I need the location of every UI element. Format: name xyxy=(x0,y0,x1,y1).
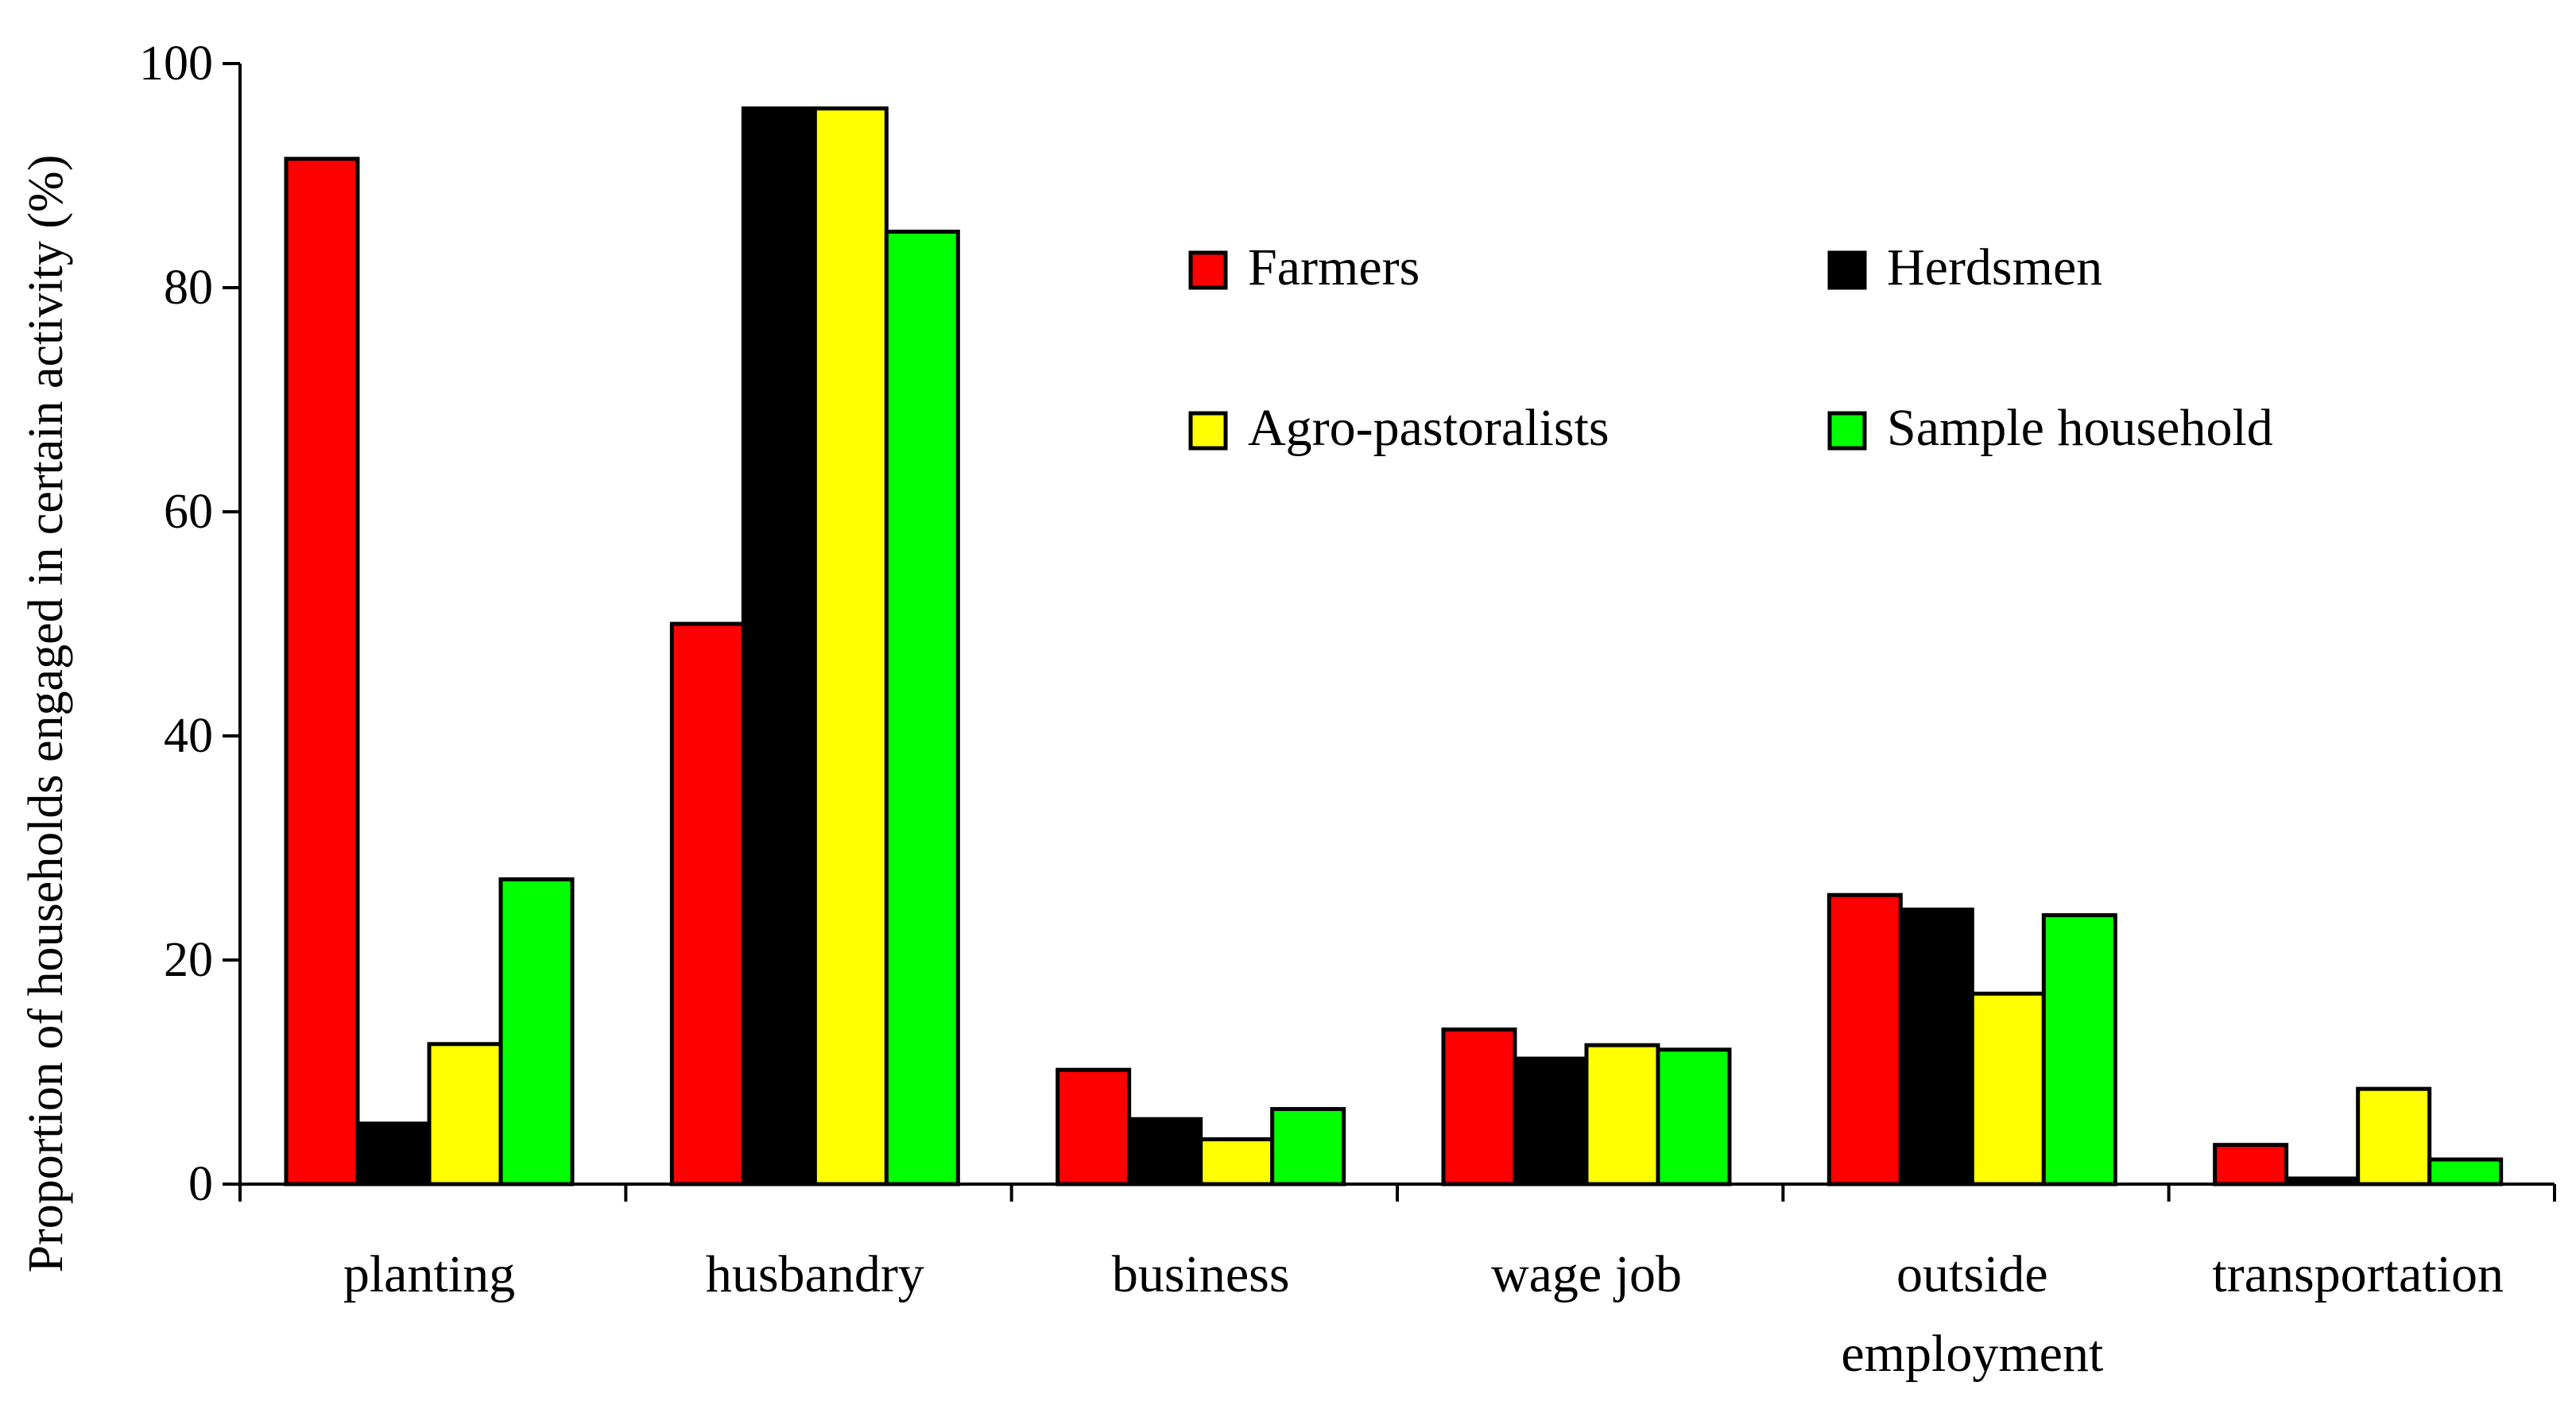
category-label-line: husbandry xyxy=(706,1245,924,1303)
y-tick-label: 20 xyxy=(164,933,213,987)
bar-agro-pastoralists-4 xyxy=(1970,991,2046,1187)
category-label: wage job xyxy=(1491,1245,1682,1303)
bar-agro-pastoralists-2 xyxy=(1199,1137,1275,1187)
y-tick-label: 60 xyxy=(164,485,213,539)
bar-farmers-0 xyxy=(284,157,360,1187)
bar-herdsmen-3 xyxy=(1513,1056,1589,1187)
legend-swatch xyxy=(1188,250,1228,290)
legend-swatch xyxy=(1188,411,1228,451)
bar-farmers-2 xyxy=(1056,1067,1132,1187)
y-axis-title: Proportion of households engaged in cert… xyxy=(19,155,73,1273)
category-label: husbandry xyxy=(706,1245,924,1303)
bar-sample-household-0 xyxy=(498,877,575,1187)
bar-sample-household-1 xyxy=(884,230,960,1187)
legend-label: Herdsmen xyxy=(1887,238,2102,296)
category-label: business xyxy=(1112,1245,1290,1303)
y-tick-label: 0 xyxy=(188,1157,213,1211)
category-label-line: employment xyxy=(1841,1325,2103,1383)
legend-swatch xyxy=(1827,250,1867,290)
bar-sample-household-4 xyxy=(2041,913,2117,1187)
legend-label: Sample household xyxy=(1887,399,2273,457)
bar-herdsmen-2 xyxy=(1127,1117,1203,1187)
category-label-line: planting xyxy=(343,1245,515,1303)
y-tick-label: 40 xyxy=(164,709,213,763)
bar-agro-pastoralists-5 xyxy=(2356,1086,2432,1187)
category-label-line: business xyxy=(1112,1245,1290,1303)
bar-herdsmen-5 xyxy=(2284,1176,2361,1187)
bar-farmers-5 xyxy=(2213,1143,2289,1187)
y-tick-label: 100 xyxy=(139,37,213,91)
bar-farmers-3 xyxy=(1441,1027,1517,1187)
bar-herdsmen-0 xyxy=(355,1121,432,1187)
category-label: planting xyxy=(343,1245,515,1303)
bar-sample-household-3 xyxy=(1656,1047,1732,1187)
bar-agro-pastoralists-1 xyxy=(812,106,889,1187)
category-label-line: transportation xyxy=(2212,1245,2504,1303)
category-label-line: outside xyxy=(1896,1245,2048,1303)
category-labels: planting husbandry business wage job outside… xyxy=(343,1245,2504,1383)
bar-farmers-4 xyxy=(1826,892,1903,1187)
category-label: outside employment xyxy=(1841,1245,2103,1383)
axes: 0 20 40 60 80 100 xyxy=(139,37,2556,1211)
bar-farmers-1 xyxy=(669,621,746,1187)
legend-swatch xyxy=(1827,411,1867,451)
bar-sample-household-5 xyxy=(2427,1157,2504,1187)
bar-sample-household-2 xyxy=(1270,1107,1346,1187)
legend: Farmers Herdsmen Agro-pastoralists Sample h… xyxy=(1188,238,2273,457)
category-label: transportation xyxy=(2212,1245,2504,1303)
bar-agro-pastoralists-3 xyxy=(1584,1043,1660,1187)
legend-label: Farmers xyxy=(1248,238,1420,296)
bar-herdsmen-1 xyxy=(741,106,817,1187)
bar-herdsmen-4 xyxy=(1898,908,1974,1187)
category-label-line: wage job xyxy=(1491,1245,1682,1303)
bar-agro-pastoralists-0 xyxy=(427,1042,503,1187)
y-tick-label: 80 xyxy=(164,261,213,315)
bars xyxy=(284,106,2504,1187)
legend-label: Agro-pastoralists xyxy=(1248,399,1610,457)
